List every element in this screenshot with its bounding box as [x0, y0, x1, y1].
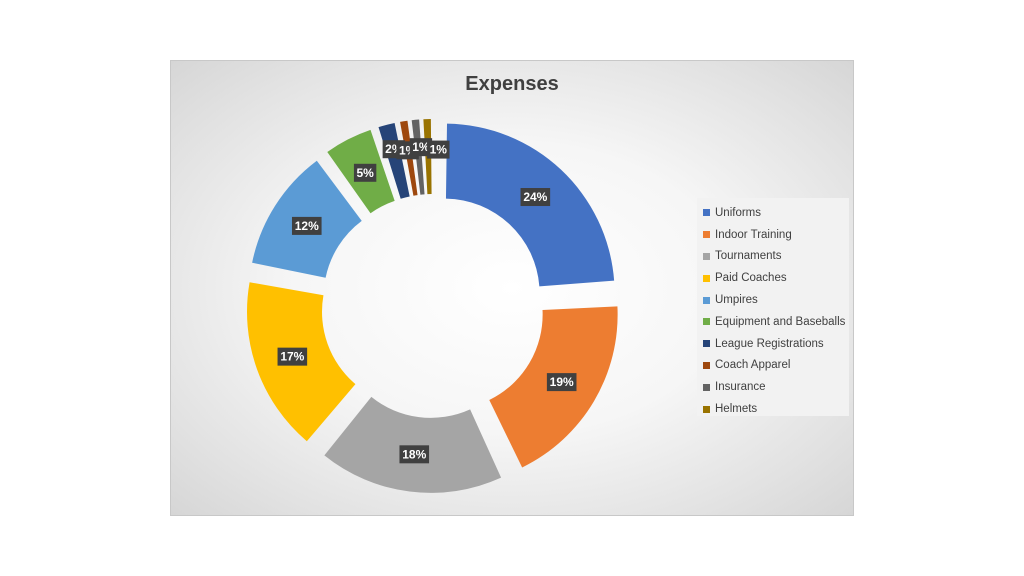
legend-label: Coach Apparel [715, 359, 791, 372]
chart-legend: Uniforms Indoor Training Tournaments Paid C… [697, 198, 849, 416]
legend-label: Equipment and Baseballs [715, 315, 846, 328]
donut-chart: 24%19%18%17%12%5%2%1%1% 1% [247, 119, 618, 493]
legend-swatch [703, 405, 710, 413]
legend-item-indoor-training: Indoor Training [703, 224, 849, 246]
legend-swatch [703, 340, 710, 348]
legend-item-league-registrations: League Registrations [703, 333, 849, 355]
svg-text:18%: 18% [402, 447, 426, 461]
data-label-paid-coaches: 17% [277, 347, 308, 366]
legend-swatch [703, 209, 710, 217]
legend-label: Paid Coaches [715, 272, 787, 285]
legend-item-tournaments: Tournaments [703, 246, 849, 268]
svg-text:24%: 24% [523, 190, 547, 204]
data-label-indoor-training: 19% [546, 373, 577, 392]
data-label-insurance: 1% [409, 138, 433, 157]
legend-swatch [703, 274, 710, 282]
legend-item-coach-apparel: Coach Apparel [703, 355, 849, 377]
data-label-umpires: 12% [291, 216, 322, 235]
legend-item-insurance: Insurance [703, 376, 849, 398]
legend-label: Insurance [715, 381, 766, 394]
legend-swatch [703, 318, 710, 326]
svg-text:1%: 1% [412, 140, 430, 154]
legend-label: Indoor Training [715, 228, 792, 241]
slice-tournaments [324, 396, 502, 493]
data-label-uniforms: 24% [520, 188, 551, 207]
chart-title: Expenses [465, 73, 559, 95]
legend-item-umpires: Umpires [703, 289, 849, 311]
legend-label: Umpires [715, 294, 758, 307]
svg-text:17%: 17% [280, 350, 304, 364]
legend-label: Tournaments [715, 250, 782, 263]
legend-item-paid-coaches: Paid Coaches [703, 267, 849, 289]
legend-item-helmets: Helmets [703, 398, 849, 420]
legend-label: Helmets [715, 403, 758, 416]
svg-text:19%: 19% [550, 375, 574, 389]
legend-item-uniforms: Uniforms [703, 202, 849, 224]
svg-text:5%: 5% [356, 166, 374, 180]
data-label-equipment-and-baseballs: 5% [353, 163, 377, 182]
legend-label: Uniforms [715, 206, 762, 219]
legend-item-equipment-and-baseballs: Equipment and Baseballs [703, 311, 849, 333]
legend-swatch [703, 383, 710, 391]
legend-swatch [703, 296, 710, 304]
svg-text:12%: 12% [295, 219, 319, 233]
chart-area: Expenses 24% 19% 18% 17% 12% 5% 2% 1% 1% 1% Unifo… [170, 60, 854, 516]
data-label-helmets: 1% [427, 140, 450, 159]
legend-swatch [703, 252, 710, 260]
legend-label: League Registrations [715, 337, 824, 350]
svg-text:1%: 1% [430, 143, 448, 157]
legend-swatch [703, 361, 710, 369]
data-label-tournaments: 18% [399, 445, 430, 464]
legend-swatch [703, 231, 710, 239]
